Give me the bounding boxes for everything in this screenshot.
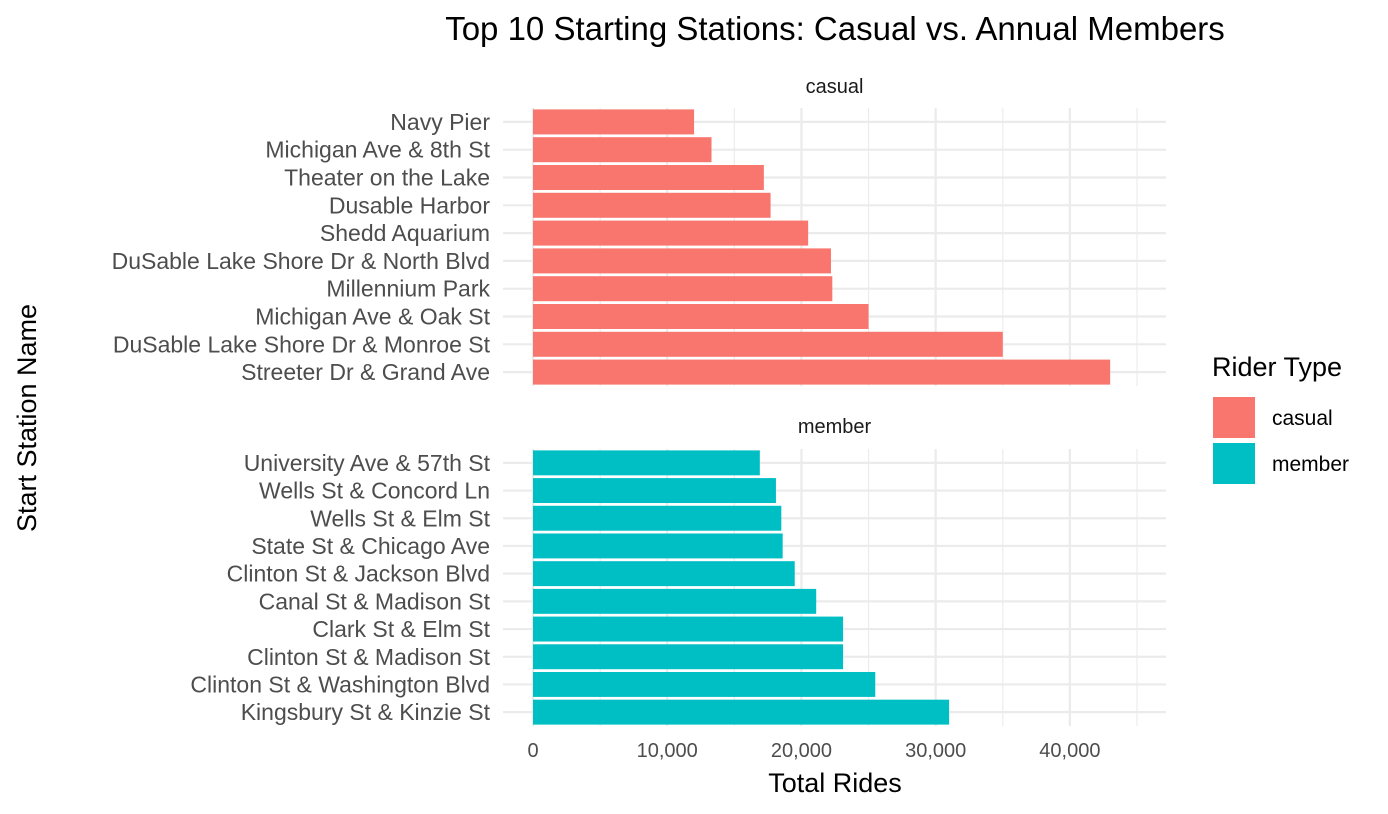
bar-casual [533,248,831,274]
bar-member [533,478,776,504]
x-tick-label: 20,000 [771,740,832,762]
category-label: Canal St & Madison St [259,588,491,614]
legend: Rider Type casual member [1212,352,1349,484]
category-label: Kingsbury St & Kinzie St [241,699,491,725]
category-label: Navy Pier [390,109,490,135]
facet-label: casual [806,76,864,98]
legend-swatch-member [1213,443,1255,484]
category-label: DuSable Lake Shore Dr & Monroe St [113,331,491,357]
x-tick-label: 30,000 [905,740,966,762]
y-axis-title: Start Station Name [12,304,42,532]
category-label: Millennium Park [326,276,490,302]
category-label: DuSable Lake Shore Dr & North Blvd [112,248,490,274]
category-label: Shedd Aquarium [320,220,490,246]
bar-casual [533,331,1003,357]
bar-member [533,450,760,476]
category-label: Wells St & Concord Ln [259,478,490,504]
category-label: Clinton St & Washington Blvd [190,671,490,697]
facet-label: member [798,416,872,438]
bar-member [533,671,876,697]
x-tick-label: 40,000 [1039,740,1100,762]
category-label: Clark St & Elm St [312,616,490,642]
category-label: Wells St & Elm St [310,505,490,531]
category-label: Clinton St & Jackson Blvd [227,561,490,587]
bar-casual [533,359,1111,385]
category-label: Streeter Dr & Grand Ave [241,359,490,385]
legend-title: Rider Type [1212,352,1342,382]
bar-member [533,588,817,614]
category-label: State St & Chicago Ave [251,533,490,559]
bar-member [533,561,795,587]
x-axis-title: Total Rides [768,768,902,798]
bar-member [533,644,844,670]
legend-label: casual [1272,407,1333,430]
bar-member [533,505,782,531]
bar-member [533,616,844,642]
category-label: University Ave & 57th St [244,450,491,476]
category-label: Clinton St & Madison St [247,644,491,670]
bar-casual [533,303,869,330]
bar-member [533,699,950,725]
legend-label: member [1272,453,1349,476]
bar-casual [533,137,712,163]
chart-title: Top 10 Starting Stations: Casual vs. Ann… [445,10,1225,47]
category-label: Theater on the Lake [284,165,490,191]
category-label: Dusable Harbor [329,192,490,218]
bar-casual [533,192,771,218]
category-label: Michigan Ave & 8th St [265,137,490,163]
x-tick-label: 10,000 [637,740,698,762]
bar-casual [533,109,695,135]
bar-casual [533,164,764,191]
bar-casual [533,276,833,302]
x-tick-label: 0 [527,740,538,762]
bar-casual [533,220,809,246]
legend-swatch-casual [1213,397,1255,438]
category-label: Michigan Ave & Oak St [255,304,490,330]
bar-member [533,533,783,559]
